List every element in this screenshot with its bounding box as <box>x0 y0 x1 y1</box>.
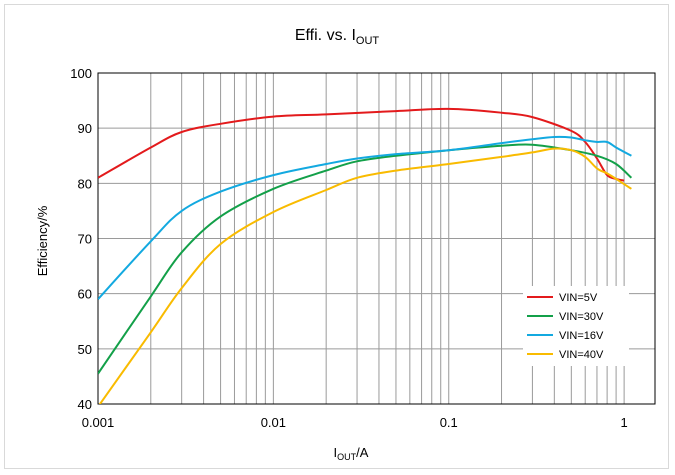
y-tick-label: 90 <box>78 121 92 136</box>
plot-border <box>97 72 656 405</box>
y-tick-label: 50 <box>78 342 92 357</box>
series-line-vin-16v <box>98 135 632 300</box>
chart: 0.001 0.01 0.1 1 40 50 60 70 80 90 100 Effi. vs. I… <box>35 27 656 462</box>
chart-title-sub: OUT <box>356 35 380 47</box>
legend-label: VIN=40V <box>559 349 604 361</box>
series-line-vin-5v <box>98 107 625 182</box>
x-axis-label-suffix: /A <box>356 445 369 460</box>
chart-title-main: Effi. vs. I <box>295 27 356 44</box>
series-layer <box>98 107 633 404</box>
y-tick-label: 80 <box>78 176 92 191</box>
y-tick-label: 40 <box>78 397 92 412</box>
x-axis-label-main: I <box>334 445 338 460</box>
legend-label: VIN=30V <box>559 311 604 323</box>
x-tick-label: 0.1 <box>440 415 458 430</box>
legend-label: VIN=5V <box>559 292 598 304</box>
chart-title: Effi. vs. IOUT <box>295 27 380 47</box>
x-axis-label: IOUT/A <box>334 445 369 462</box>
legend-box <box>523 286 629 366</box>
series-line-vin-30v <box>98 143 633 375</box>
legend: VIN=5V VIN=30V VIN=16V VIN=40V <box>523 286 629 366</box>
chart-frame: 0.001 0.01 0.1 1 40 50 60 70 80 90 100 Effi. vs. I… <box>4 4 669 469</box>
y-tick-label: 70 <box>78 232 92 247</box>
tick-labels: 0.001 0.01 0.1 1 40 50 60 70 80 90 100 <box>70 66 627 430</box>
y-axis-label: Efficiency/% <box>35 205 50 276</box>
series-line-vin-40v <box>98 147 632 404</box>
legend-label: VIN=16V <box>559 330 604 342</box>
x-tick-label: 1 <box>621 415 628 430</box>
x-axis-label-sub: OUT <box>337 452 357 462</box>
x-tick-label: 0.01 <box>261 415 286 430</box>
y-tick-label: 60 <box>78 287 92 302</box>
y-tick-label: 100 <box>70 66 92 81</box>
x-tick-label: 0.001 <box>82 415 115 430</box>
